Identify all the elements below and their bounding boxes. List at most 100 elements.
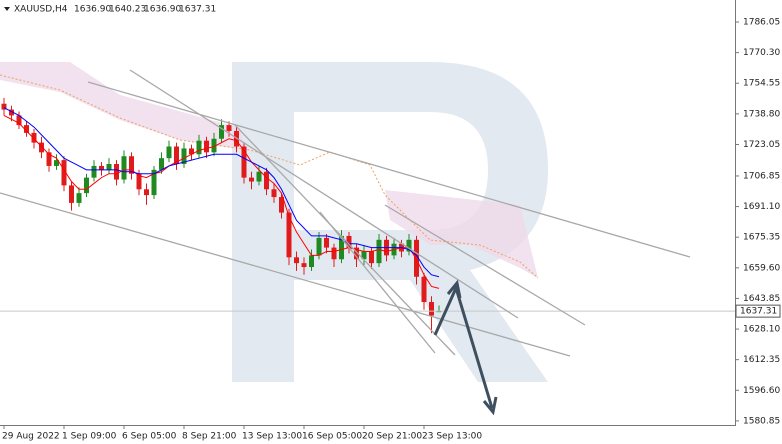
- candle-body: [39, 142, 44, 153]
- candle-body: [181, 148, 187, 165]
- arrow-head: [482, 396, 498, 416]
- candle-body: [361, 251, 367, 260]
- candle-body: [211, 138, 217, 153]
- candle-body: [406, 239, 412, 252]
- indicator-line: [3, 114, 440, 289]
- x-tick-label: 1 Sep 09:00: [62, 432, 117, 442]
- candle-body: [136, 173, 142, 190]
- candle-body: [189, 148, 194, 155]
- open-label: 1636.90: [74, 5, 111, 15]
- candle-body: [279, 197, 284, 213]
- candle-body: [151, 169, 157, 196]
- watermark-stem: [232, 62, 294, 382]
- watermark-bowl: [294, 62, 548, 382]
- candle-body: [421, 276, 427, 303]
- y-tick-label: 1675.35: [743, 233, 780, 243]
- candle-body: [339, 235, 344, 260]
- candle-body: [331, 247, 337, 260]
- candle-body: [174, 146, 179, 165]
- high-label: 1640.23: [109, 5, 146, 15]
- low-label: 1636.90: [144, 5, 181, 15]
- y-tick-label: 1723.05: [743, 140, 780, 150]
- price-tag: [735, 304, 781, 318]
- x-tick-label: 20 Sep 21:00: [362, 432, 422, 442]
- trend-line: [129, 69, 519, 319]
- indicator-line: [3, 107, 440, 278]
- candle-body: [219, 125, 224, 139]
- candle-body: [429, 302, 434, 316]
- y-tick-label: 1691.10: [743, 202, 780, 212]
- y-tick-label: 1628.10: [743, 325, 780, 335]
- candle-body: [196, 140, 202, 155]
- forecast-arrow: [433, 279, 498, 416]
- candle-body: [226, 125, 232, 131]
- candle-body: [1, 103, 7, 110]
- y-tick-label: 1770.30: [743, 48, 780, 58]
- close-label: 1637.31: [179, 5, 216, 15]
- candle-body: [166, 146, 172, 159]
- candle-body: [346, 235, 352, 248]
- candle-body: [61, 160, 67, 186]
- candle-body: [324, 237, 329, 248]
- plot: [0, 97, 735, 334]
- candle-body: [24, 125, 29, 133]
- candle-body: [264, 171, 269, 190]
- candle-body: [16, 115, 22, 126]
- cloud-edge: [0, 74, 539, 279]
- candle-body: [249, 177, 254, 182]
- x-tick-label: 16 Sep 05:00: [302, 432, 362, 442]
- candle-body: [271, 189, 277, 198]
- price-tag-label: 1637.31: [740, 307, 777, 317]
- x-tick-label: 29 Aug 2022: [2, 432, 60, 442]
- arrow-head: [446, 279, 462, 299]
- trend-line: [0, 192, 571, 357]
- y-tick-label: 1596.60: [743, 386, 780, 396]
- candle-body: [144, 189, 149, 196]
- candle-body: [309, 255, 314, 268]
- trend-line: [384, 204, 586, 326]
- candle-body: [31, 132, 37, 143]
- cloud-area: [385, 190, 538, 278]
- x-tick-label: 8 Sep 21:00: [182, 432, 237, 442]
- y-tick-label: 1643.85: [743, 294, 780, 304]
- trend-line: [319, 211, 436, 354]
- watermark: [232, 62, 548, 382]
- y-tick-label: 1706.85: [743, 171, 780, 181]
- x-tick-label: 13 Sep 13:00: [242, 432, 302, 442]
- y-tick-label: 1612.35: [743, 355, 780, 365]
- header-arrow: [4, 7, 10, 11]
- cloud: [0, 62, 539, 279]
- cloud-area: [0, 62, 245, 150]
- trend-line: [87, 81, 691, 258]
- candle-body: [241, 146, 247, 178]
- candle-body: [301, 263, 307, 268]
- candle-body: [369, 251, 374, 264]
- axes: 1786.05 1770.30 1754.55 1738.80 1723.05 1706.…: [2, 18, 781, 442]
- candle-body: [76, 193, 82, 203]
- candle-body: [84, 177, 89, 194]
- candle-body: [121, 156, 127, 180]
- y-tick-label: 1738.80: [743, 109, 780, 119]
- y-tick-label: 1754.55: [743, 79, 780, 89]
- candle-body: [99, 165, 104, 170]
- arrow-path: [433, 283, 494, 409]
- candle-body: [114, 164, 119, 180]
- candle-body: [54, 160, 59, 166]
- x-tick-label: 23 Sep 13:00: [422, 432, 482, 442]
- candle-body: [159, 158, 164, 170]
- candle-body: [294, 257, 299, 264]
- candle-body: [414, 239, 419, 277]
- candle-body: [69, 185, 74, 203]
- candle-body: [46, 152, 52, 166]
- candle-body: [316, 237, 322, 256]
- candle-body: [9, 109, 14, 116]
- trend-line: [234, 124, 456, 356]
- y-tick-label: 1580.85: [743, 416, 780, 426]
- candle-body: [91, 165, 97, 178]
- candle-body: [376, 239, 382, 264]
- candle-body: [286, 212, 292, 258]
- trend-lines: [0, 69, 691, 357]
- symbol: XAUUSD,H4: [14, 5, 68, 15]
